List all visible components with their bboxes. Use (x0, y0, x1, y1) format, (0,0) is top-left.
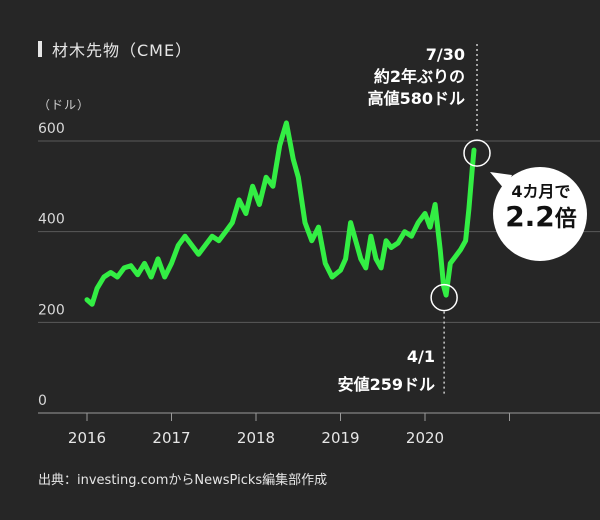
y-tick-label: 200 (38, 302, 65, 318)
low-annotation: 4/1 安値259ドル (300, 346, 435, 396)
y-unit-label: （ドル） (38, 98, 91, 112)
source-note: 出典：investing.comからNewsPicks編集部作成 (38, 473, 328, 488)
title-bar (38, 41, 42, 57)
high-circle (463, 139, 491, 167)
high-annotation: 7/30 約2年ぶりの 高値580ドル (330, 44, 465, 110)
x-tick-label: 2019 (321, 429, 359, 447)
x-tick-label: 2020 (406, 429, 444, 447)
low-line2: 安値259ドル (337, 375, 435, 394)
high-line1: 約2年ぶりの (373, 67, 465, 86)
x-tick-label: 2018 (237, 429, 275, 447)
price-line (84, 120, 477, 307)
bubble-multiplier: 2.2 (505, 200, 555, 233)
bubble-text: 4カ月で 2.2倍 (503, 182, 579, 235)
low-circle (430, 283, 458, 312)
bubble-line2: 2.2倍 (503, 202, 579, 235)
high-date: 7/30 (425, 45, 465, 64)
bubble-line1: 4カ月で (511, 182, 571, 201)
high-line2: 高値580ドル (367, 89, 465, 108)
y-tick-label: 600 (38, 121, 65, 137)
chart-title: 材木先物（CME） (52, 41, 193, 60)
bubble-suffix: 倍 (554, 207, 577, 232)
bubble-circle (493, 167, 587, 261)
y-tick-label: 0 (38, 393, 47, 409)
x-tick-label: 2016 (68, 429, 106, 447)
y-tick-label: 400 (38, 212, 65, 228)
x-tick-label: 2017 (152, 429, 190, 447)
low-date: 4/1 (406, 347, 435, 366)
